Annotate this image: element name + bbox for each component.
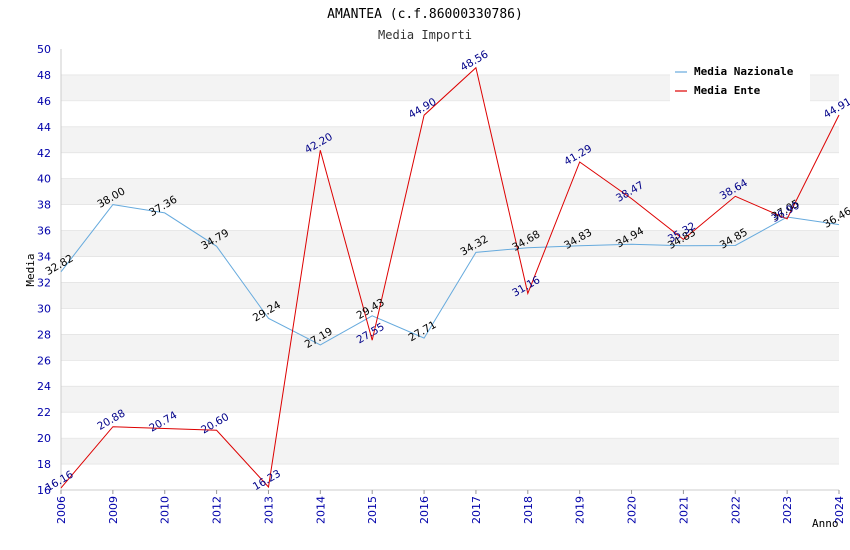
x-tick-label: 2021: [677, 496, 690, 524]
grid-band: [61, 464, 839, 490]
y-tick-label: 16: [37, 484, 51, 497]
y-tick-label: 36: [37, 225, 51, 238]
grid-band: [61, 360, 839, 387]
grid-bands: [61, 49, 839, 491]
grid-band: [61, 386, 839, 413]
legend: Media Nazionale Media Ente: [670, 58, 810, 102]
x-tick-label: 2022: [729, 496, 742, 524]
grid-band: [61, 438, 839, 465]
legend-box: [670, 58, 810, 102]
x-tick-label: 2018: [522, 496, 535, 524]
series-lines: [60, 66, 840, 489]
y-tick-label: 24: [37, 380, 51, 393]
y-tick-label: 26: [37, 354, 51, 367]
series-line-media-ente: [60, 66, 840, 489]
chart-title: AMANTEA (c.f.86000330786): [327, 7, 523, 22]
y-tick-label: 30: [37, 302, 51, 315]
y-tick-label: 20: [37, 432, 51, 445]
chart-subtitle: Media Importi: [378, 28, 472, 42]
x-tick-label: 2024: [833, 496, 846, 524]
y-tick-label: 32: [37, 276, 51, 289]
x-tick-label: 2015: [366, 496, 379, 524]
x-tick-label: 2006: [55, 496, 68, 524]
grid-band: [61, 204, 839, 231]
grid-band: [61, 308, 839, 335]
x-tick-label: 2014: [314, 496, 327, 524]
grid-band: [61, 256, 839, 283]
x-tick-label: 2016: [418, 496, 431, 524]
grid-band: [61, 334, 839, 361]
y-tick-labels: 16 18 20 22 24 26 28 30 32 34 36 38 40 42 44 46 48 50: [37, 43, 51, 497]
x-tick-label: 2010: [159, 496, 172, 524]
y-tick-label: 44: [37, 121, 51, 134]
legend-label-media-nazionale: Media Nazionale: [694, 65, 794, 78]
grid-band: [61, 412, 839, 439]
x-axis-label: Anno: [812, 517, 839, 530]
x-tick-label: 2009: [107, 496, 120, 524]
grid-band: [61, 126, 839, 153]
y-tick-label: 18: [37, 458, 51, 471]
series-line-media-nazionale: [60, 204, 840, 346]
y-tick-label: 42: [37, 147, 51, 160]
y-tick-label: 34: [37, 251, 51, 264]
x-tick-label: 2017: [470, 496, 483, 524]
y-tick-label: 22: [37, 406, 51, 419]
x-tick-label: 2013: [262, 496, 275, 524]
axes: [60, 49, 840, 494]
grid-band: [61, 178, 839, 205]
legend-label-media-ente: Media Ente: [694, 84, 761, 97]
y-axis-label: Media: [24, 253, 37, 286]
grid-band: [61, 152, 839, 179]
y-tick-label: 46: [37, 95, 51, 108]
x-tick-label: 2019: [574, 496, 587, 524]
x-tick-label: 2012: [211, 496, 224, 524]
grid-band: [61, 100, 839, 127]
y-tick-label: 38: [37, 199, 51, 212]
y-tick-label: 48: [37, 69, 51, 82]
x-tick-labels: 2006 2009 2010 2012 2013 2014 2015 2016 2017 2018…: [55, 496, 846, 524]
x-tick-label: 2023: [781, 496, 794, 524]
y-tick-label: 40: [37, 173, 51, 186]
grid-band: [61, 230, 839, 257]
x-tick-label: 2020: [626, 496, 639, 524]
y-tick-label: 50: [37, 43, 51, 56]
y-tick-label: 28: [37, 328, 51, 341]
